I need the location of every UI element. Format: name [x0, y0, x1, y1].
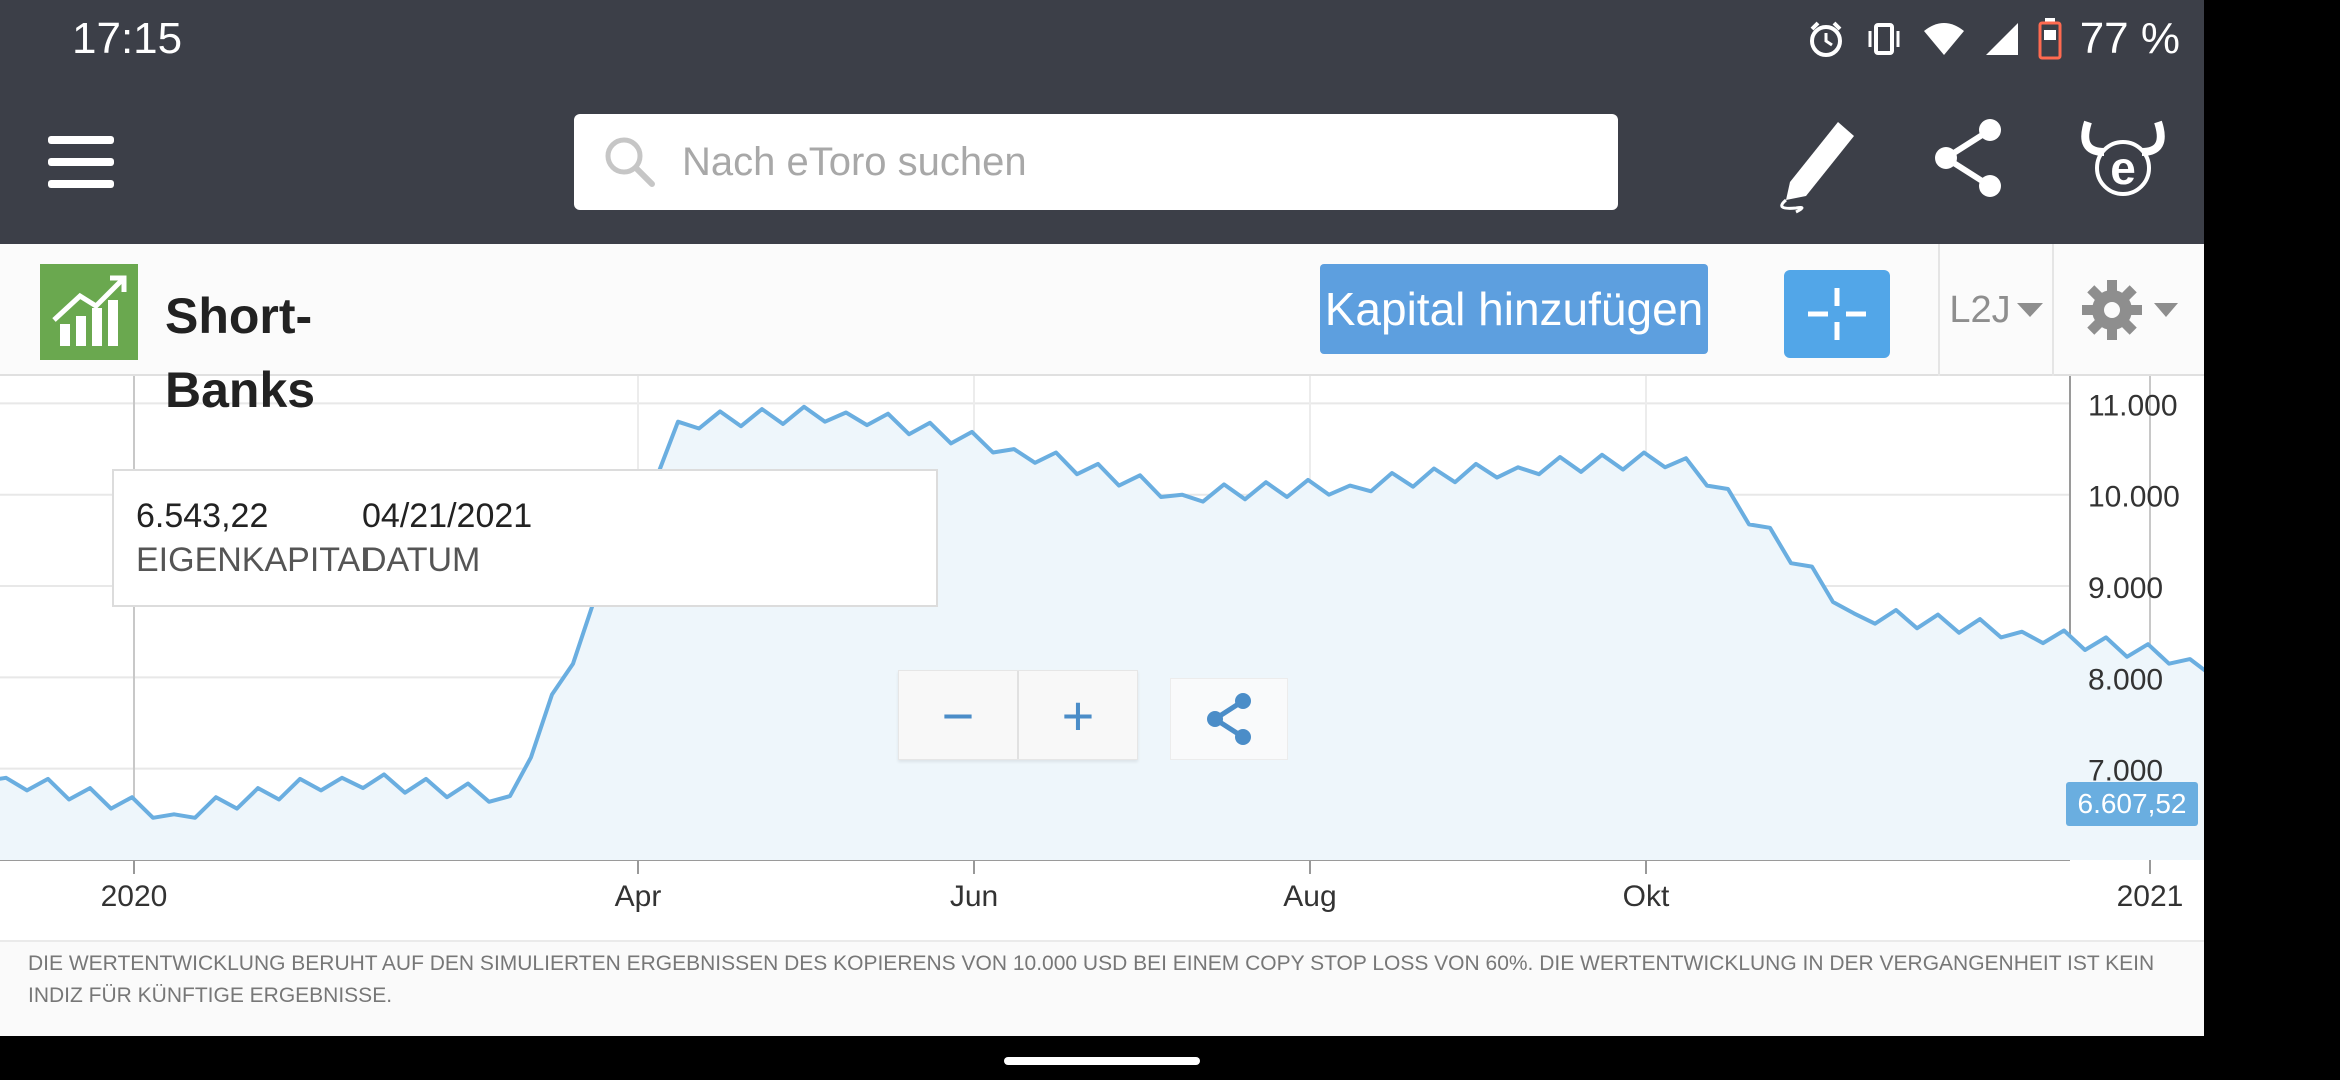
menu-line [48, 180, 114, 188]
menu-button[interactable] [48, 136, 114, 188]
signal-icon [1985, 23, 2018, 55]
y-tick-label: 8.000 [2088, 663, 2163, 696]
etoro-app: 17:15 77 % e Short-Banks Kapital hinzufü… [0, 0, 2204, 1036]
settings-dropdown[interactable] [2052, 244, 2204, 376]
search-icon [605, 137, 655, 187]
alarm-icon [1809, 21, 1842, 57]
status-bar: 17:15 77 % [0, 0, 2204, 80]
y-tick-label: 10.000 [2088, 481, 2180, 514]
edit-pencil-icon[interactable] [1766, 110, 1862, 214]
zoom-in-button[interactable]: + [1061, 683, 1095, 747]
disclaimer-text: DIE WERTENTWICKLUNG BERUHT AUF DEN SIMUL… [0, 940, 2204, 1036]
portfolio-title: Short-Banks [165, 288, 316, 418]
current-value-badge: 6.607,52 [2066, 782, 2198, 826]
x-tick-label: 2020 [101, 880, 168, 913]
x-tick-label: Apr [615, 880, 662, 913]
zoom-out-button[interactable]: − [899, 671, 1019, 759]
status-icons: 77 % [1806, 14, 2180, 64]
gesture-nav-handle[interactable] [1004, 1057, 1200, 1065]
crosshair-icon [1808, 288, 1866, 340]
svg-text:e: e [2110, 142, 2136, 194]
wifi-icon [1923, 23, 1964, 55]
equity-chart[interactable]: 2020AprJunAugOkt2021AprJunAugOkt 11.0001… [0, 376, 2204, 940]
tooltip-date: 04/21/2021 [362, 497, 533, 535]
menu-line [48, 158, 114, 166]
x-axis-labels: 2020AprJunAugOkt2021AprJunAugOkt [101, 880, 2184, 913]
equity-area [0, 406, 2204, 860]
menu-line [48, 136, 114, 144]
tooltip-value-label: EIGENKAPITAL [136, 541, 380, 579]
share-icon [1207, 693, 1251, 745]
portfolio-avatar [40, 264, 138, 360]
battery-icon [2038, 18, 2062, 60]
x-tick-label: 2021 [2117, 880, 2184, 913]
add-funds-button[interactable]: Kapital hinzufügen [1320, 264, 1708, 354]
x-tick-label: Okt [1623, 880, 1670, 913]
growth-chart-icon [52, 275, 127, 346]
crosshair-toggle-button[interactable] [1784, 270, 1890, 358]
portfolio-header: Short-Banks Kapital hinzufügen L2J [0, 244, 2204, 418]
x-tick-label: Jun [950, 880, 998, 913]
equity-line [0, 404, 2204, 820]
y-tick-label: 11.000 [2088, 389, 2178, 422]
time-range-dropdown[interactable]: L2J [1938, 244, 2052, 376]
status-time: 17:15 [72, 14, 183, 63]
top-bar: e [0, 80, 2204, 244]
tooltip-value: 6.543,22 [136, 497, 269, 535]
battery-percent: 77 % [2079, 14, 2180, 63]
share-icon[interactable] [1932, 118, 2006, 198]
time-range-label: L2J [1949, 288, 2011, 331]
search-box[interactable] [574, 114, 1618, 210]
tooltip-date-label: DATUM [362, 541, 481, 579]
gear-icon [2082, 280, 2142, 340]
chart-share-button[interactable] [1170, 678, 1288, 760]
chevron-down-icon [2016, 303, 2043, 317]
x-tick-label: Aug [1283, 880, 1336, 913]
search-input[interactable] [682, 139, 1582, 185]
y-tick-label: 9.000 [2088, 572, 2163, 605]
zoom-controls: − + [898, 670, 1138, 760]
vibrate-icon [1868, 23, 1900, 55]
chart-tooltip: 6.543,22 04/21/2021 EIGENKAPITAL DATUM [112, 469, 938, 607]
chevron-down-icon [2154, 303, 2178, 317]
etoro-logo-icon[interactable]: e [2078, 112, 2168, 202]
